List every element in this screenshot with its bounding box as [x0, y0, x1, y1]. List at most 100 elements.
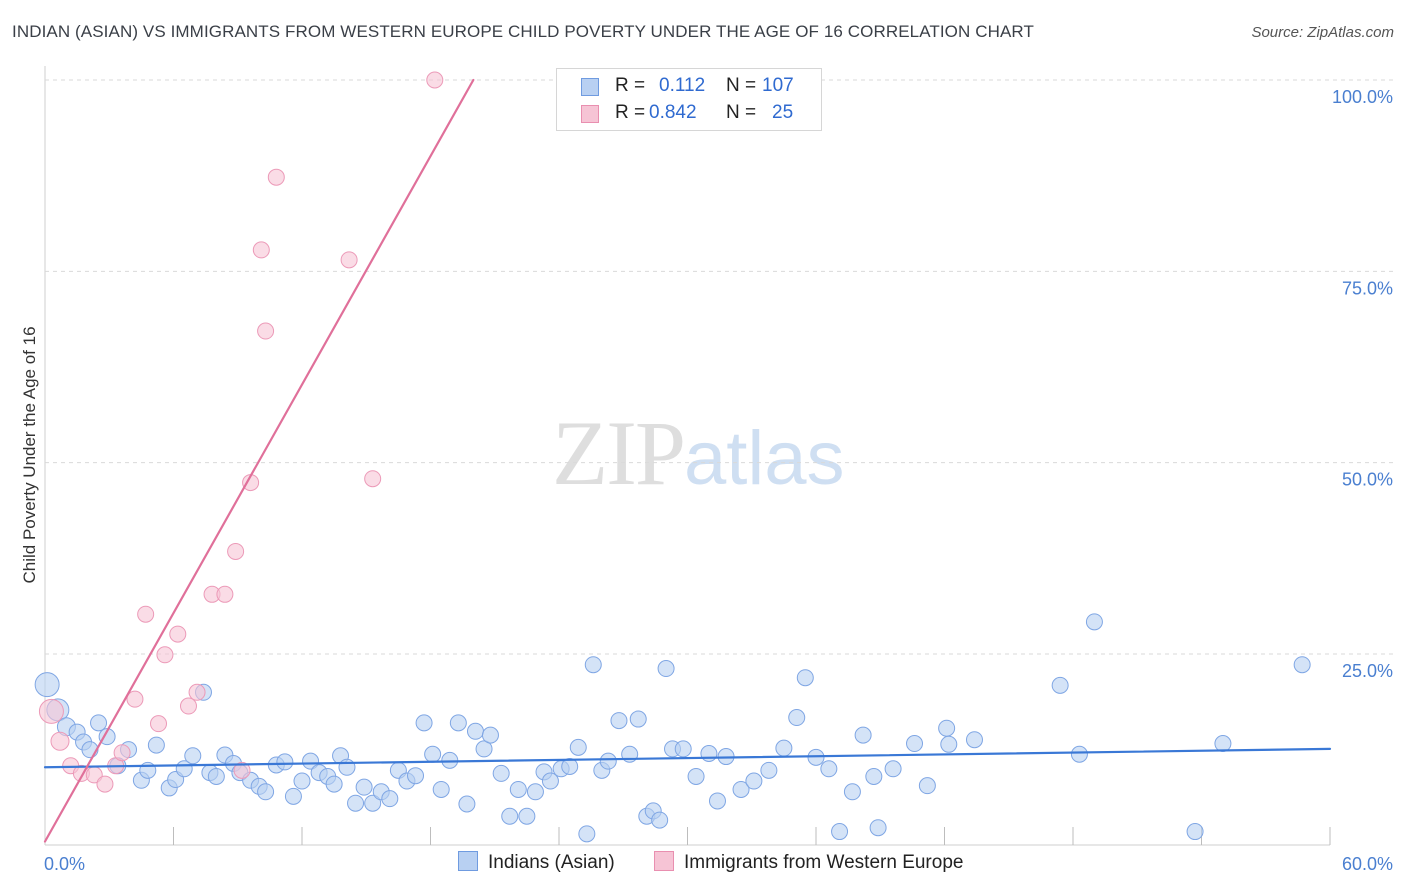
- data-point: [207, 767, 225, 785]
- data-point: [325, 775, 343, 793]
- data-point: [426, 71, 444, 89]
- data-point: [906, 735, 924, 753]
- data-point: [407, 767, 425, 785]
- correlation-legend: R = 0.112 N = 107 R = 0.842 N = 25: [556, 68, 822, 131]
- data-point: [732, 780, 750, 798]
- data-point: [184, 747, 202, 765]
- tick-labels: 25.0% 50.0% 75.0% 100.0% 0.0% 60.0%: [44, 87, 1393, 874]
- bottom-legend-swatch-pink: [654, 851, 674, 871]
- legend-r-label: R =: [615, 102, 646, 123]
- data-point: [126, 690, 144, 708]
- legend-r-label: R =: [615, 75, 646, 96]
- series-immigrants-western-europe: [38, 71, 444, 793]
- legend-r-value: 0.842: [649, 102, 697, 123]
- data-point: [233, 761, 251, 779]
- data-point: [569, 738, 587, 756]
- series-indians-asian: [34, 613, 1311, 843]
- data-point: [1214, 735, 1232, 753]
- data-point: [147, 736, 165, 754]
- data-point: [50, 731, 70, 751]
- watermark-zip: ZIP: [552, 402, 686, 504]
- data-point: [578, 825, 596, 843]
- data-point: [1293, 656, 1311, 674]
- data-point: [492, 764, 510, 782]
- data-point: [700, 744, 718, 762]
- data-point: [965, 731, 983, 749]
- data-point: [820, 760, 838, 778]
- data-point: [276, 753, 294, 771]
- data-point: [526, 783, 544, 801]
- data-point: [657, 660, 675, 678]
- data-point: [938, 719, 956, 737]
- data-point: [854, 726, 872, 744]
- data-point: [347, 794, 365, 812]
- x-tick-label: 60.0%: [1342, 854, 1393, 874]
- data-point: [687, 767, 705, 785]
- data-point: [831, 823, 849, 841]
- data-point: [338, 758, 356, 776]
- data-point: [1186, 823, 1204, 841]
- data-point: [629, 710, 647, 728]
- data-point: [481, 726, 499, 744]
- data-point: [227, 542, 245, 560]
- data-point: [651, 811, 669, 829]
- data-point: [610, 712, 628, 730]
- watermark: ZIPatlas: [552, 400, 845, 506]
- data-point: [796, 669, 814, 687]
- y-tick-label: 100.0%: [1332, 87, 1393, 107]
- legend-n-value: 107: [762, 75, 794, 96]
- gridlines: [44, 66, 1395, 845]
- data-point: [90, 714, 108, 732]
- data-point: [745, 772, 763, 790]
- data-point: [98, 728, 116, 746]
- y-tick-label: 50.0%: [1342, 470, 1393, 490]
- data-point: [267, 168, 285, 186]
- data-point: [257, 783, 275, 801]
- data-point: [293, 772, 311, 790]
- legend-n-label: N =: [726, 75, 757, 96]
- data-point: [501, 807, 519, 825]
- data-point: [475, 740, 493, 758]
- data-point: [1070, 745, 1088, 763]
- data-point: [415, 714, 433, 732]
- data-point: [432, 780, 450, 798]
- y-tick-label: 25.0%: [1342, 661, 1393, 681]
- data-point: [150, 715, 168, 733]
- trend-line-indians: [43, 747, 1332, 769]
- x-axis: [45, 827, 1331, 846]
- data-point: [918, 777, 936, 795]
- data-point: [788, 709, 806, 727]
- data-point: [869, 819, 887, 837]
- data-point: [518, 807, 536, 825]
- legend-n-value: 25: [772, 102, 794, 123]
- data-point: [179, 697, 197, 715]
- data-point: [355, 778, 373, 796]
- data-point: [340, 251, 358, 269]
- data-point: [843, 783, 861, 801]
- data-point: [38, 698, 64, 724]
- bottom-legend-indians: Indians (Asian): [458, 851, 615, 874]
- source-label: Source: ZipAtlas.com: [1251, 24, 1394, 41]
- data-point: [458, 795, 476, 813]
- legend-r-value: 0.112: [659, 75, 706, 96]
- chart-title: INDIAN (ASIAN) VS IMMIGRANTS FROM WESTER…: [12, 22, 1034, 41]
- data-point: [257, 322, 275, 340]
- trend-line-immigrants: [43, 78, 475, 843]
- data-point: [252, 241, 270, 259]
- legend-swatch-blue: [581, 78, 599, 96]
- data-point: [302, 752, 320, 770]
- data-point: [284, 787, 302, 805]
- data-point: [708, 792, 726, 810]
- data-point: [541, 772, 559, 790]
- data-point: [674, 740, 692, 758]
- data-point: [940, 735, 958, 753]
- data-point: [449, 714, 467, 732]
- legend-swatch-pink: [581, 105, 599, 123]
- legend-n-label: N =: [726, 102, 757, 123]
- data-point: [216, 585, 234, 603]
- data-point: [466, 722, 484, 740]
- data-point: [599, 752, 617, 770]
- y-tick-label: 75.0%: [1342, 278, 1393, 298]
- trend-lines: [43, 78, 1332, 843]
